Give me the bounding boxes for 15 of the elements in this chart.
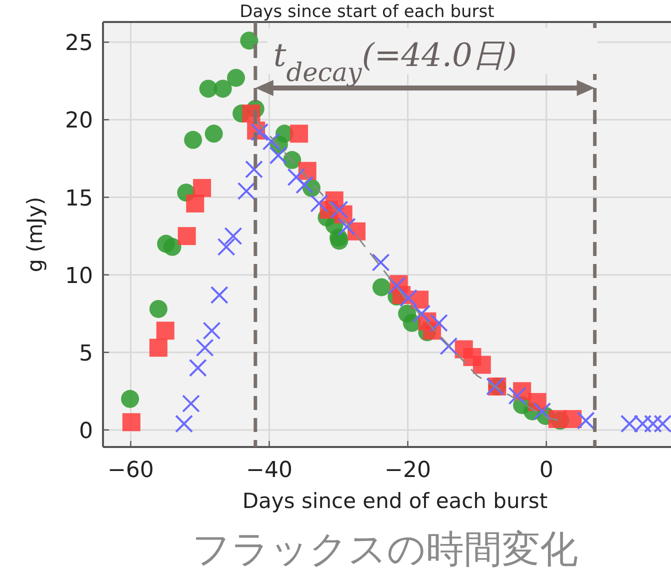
x-tick-label: −20 (384, 458, 431, 483)
y-tick-label: 15 (65, 186, 93, 212)
y-tick-label: 20 (65, 108, 93, 134)
x-tick-label: −60 (107, 458, 154, 483)
y-axis-title: g (mJy) (23, 196, 47, 272)
x-tick-label: 0 (539, 458, 554, 483)
annotation: t$_{decay}$(=44.0日) (273, 36, 517, 88)
x-tick-label: −40 (246, 458, 292, 483)
x-axis-title: Days since end of each burst (242, 489, 548, 513)
y-tick-label: 0 (79, 418, 93, 444)
y-tick-label: 5 (79, 341, 93, 366)
y-tick-label: 10 (65, 264, 93, 289)
chart-title: Days since start of each burst (240, 2, 495, 22)
text: フラックスの時間変化 (192, 527, 578, 571)
y-tick-label: 25 (65, 31, 93, 56)
